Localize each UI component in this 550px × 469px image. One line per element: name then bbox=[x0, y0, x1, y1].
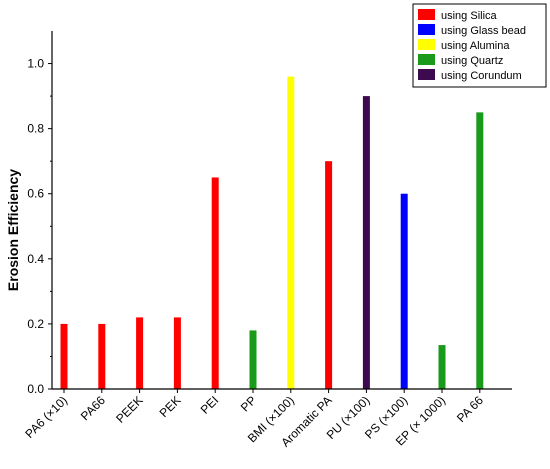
legend: using Silica using Glass bead using Alumin… bbox=[412, 3, 547, 88]
bar-8-series-1 bbox=[325, 161, 333, 389]
bar-11-series-4 bbox=[438, 345, 446, 389]
y-tick-label: 0.6 bbox=[27, 187, 44, 201]
y-tick-label: 0.4 bbox=[27, 252, 44, 266]
legend-label: using Alumina bbox=[441, 40, 510, 52]
y-tick-label: 0.0 bbox=[27, 382, 44, 396]
legend-swatch bbox=[418, 69, 435, 80]
bars-group bbox=[60, 76, 484, 390]
bar-2-series-1 bbox=[98, 323, 106, 389]
x-category-label: PA6 (×10) bbox=[22, 393, 70, 441]
bar-7-series-3 bbox=[287, 76, 295, 390]
bar-1-series-1 bbox=[60, 323, 68, 389]
y-ticks-group: 0.0 0.2 0.4 0.6 0.8 1.0 bbox=[27, 57, 52, 396]
y-tick-label: 0.8 bbox=[27, 122, 44, 136]
y-tick-label: 1.0 bbox=[27, 57, 44, 71]
bar-5-series-1 bbox=[211, 177, 219, 389]
legend-swatch bbox=[418, 54, 435, 65]
legend-box bbox=[412, 3, 547, 88]
legend-swatch bbox=[418, 39, 435, 50]
legend-swatch bbox=[418, 24, 435, 35]
bar-6-series-4 bbox=[249, 330, 257, 389]
axes-group bbox=[51, 31, 512, 390]
y-tick-label: 0.2 bbox=[27, 317, 44, 331]
legend-label: using Silica bbox=[441, 10, 498, 22]
legend-label: using Glass bead bbox=[441, 25, 526, 37]
x-category-label: PA 66 bbox=[454, 393, 486, 425]
bar-3-series-1 bbox=[136, 317, 144, 389]
legend-label: using Quartz bbox=[441, 55, 503, 67]
bar-9-series-5 bbox=[362, 96, 370, 389]
bar-12-series-4 bbox=[476, 112, 484, 389]
x-category-label: PP bbox=[238, 393, 259, 414]
y-axis-title: Erosion Efficiency bbox=[5, 169, 21, 291]
x-category-label: PEEK bbox=[113, 393, 146, 426]
legend-label: using Corundum bbox=[441, 70, 522, 82]
legend-swatch bbox=[418, 9, 435, 20]
bar-10-series-2 bbox=[400, 193, 408, 389]
x-category-label: PEK bbox=[157, 393, 184, 420]
x-category-label: PEI bbox=[198, 393, 222, 417]
x-category-label: PA66 bbox=[78, 393, 108, 423]
bar-4-series-1 bbox=[173, 317, 181, 389]
